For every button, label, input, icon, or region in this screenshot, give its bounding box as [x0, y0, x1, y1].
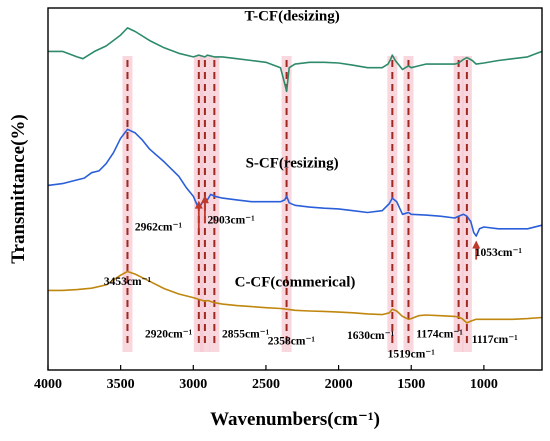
arrow — [472, 240, 481, 260]
peak-annotation: 1053cm⁻¹ — [475, 247, 522, 259]
x-tick-label: 1500 — [397, 377, 425, 392]
reference-lines — [126, 60, 468, 348]
peak-annotation: 1117cm⁻¹ — [472, 334, 518, 346]
series-labels: T-CF(desizing) S-CF(resizing) C-CF(commeri… — [235, 9, 356, 291]
series-label: S-CF(resizing) — [246, 155, 339, 171]
x-tick-label: 2500 — [252, 377, 280, 392]
x-tick-label: 3500 — [107, 377, 135, 392]
x-tick-label: 4000 — [34, 377, 62, 392]
series-label: C-CF(commerical) — [235, 275, 356, 291]
peak-annotation: 3453cm⁻¹ — [104, 276, 151, 288]
series-label: T-CF(desizing) — [244, 9, 339, 25]
x-ticks: 4000 3500 3000 2500 2000 1500 1000 — [34, 365, 498, 392]
peak-annotation: 2358cm⁻¹ — [268, 336, 315, 348]
peak-annotation: 1174cm⁻¹ — [416, 328, 463, 340]
peak-annotation: 1519cm⁻¹ — [388, 348, 435, 360]
arrow — [200, 195, 209, 224]
x-axis-title: Wavenumbers(cm⁻¹) — [210, 409, 380, 430]
annotations: 3453cm⁻¹ 2962cm⁻¹ 2903cm⁻¹ 2920cm⁻¹ 2855cm⁻¹… — [104, 214, 522, 360]
peak-annotation: 2903cm⁻¹ — [207, 214, 254, 226]
highlight-bands — [122, 56, 472, 352]
peak-annotation: 2920cm⁻¹ — [145, 328, 192, 340]
series-line — [48, 27, 543, 93]
y-axis-title: Transmittance(%) — [8, 114, 29, 264]
arrows — [194, 195, 481, 260]
plot-frame — [47, 7, 543, 371]
peak-annotation: 2962cm⁻¹ — [135, 222, 182, 234]
x-tick-label: 3000 — [179, 377, 207, 392]
x-tick-label: 2000 — [325, 377, 353, 392]
series-lines — [47, 27, 543, 324]
peak-annotation: 2855cm⁻¹ — [222, 328, 269, 340]
arrow — [194, 200, 203, 231]
x-tick-label: 1000 — [470, 377, 498, 392]
series-line — [48, 270, 543, 324]
series-line — [47, 128, 543, 237]
peak-annotation: 1630cm⁻¹ — [347, 330, 394, 342]
